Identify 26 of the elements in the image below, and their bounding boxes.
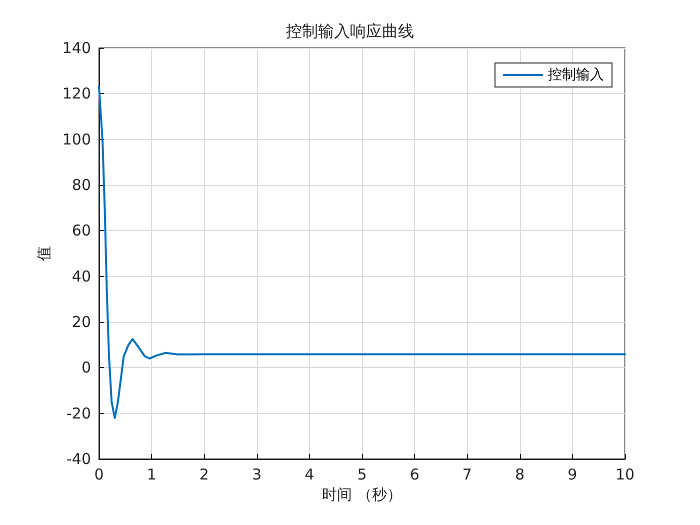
x-tick-label: 2 bbox=[199, 466, 209, 484]
x-tick-label: 7 bbox=[462, 466, 472, 484]
line-series bbox=[98, 86, 626, 419]
x-tick-label: 9 bbox=[568, 466, 578, 484]
y-tick-label: 140 bbox=[62, 39, 91, 57]
x-tick-label: 6 bbox=[410, 466, 420, 484]
chart-title: 控制输入响应曲线 bbox=[286, 22, 414, 40]
x-tick-label: 5 bbox=[357, 466, 367, 484]
x-tick-label: 3 bbox=[252, 466, 262, 484]
y-tick-label: 40 bbox=[72, 267, 91, 286]
y-tick-label: 20 bbox=[72, 313, 91, 331]
y-tick-label: 120 bbox=[62, 84, 91, 103]
y-tick-label: -20 bbox=[66, 404, 91, 422]
y-axis-title: 值 bbox=[34, 246, 53, 261]
x-axis-title: 时间 （秒） bbox=[322, 486, 402, 504]
x-tick-label: 4 bbox=[304, 466, 314, 484]
x-tick-label: 10 bbox=[615, 466, 635, 484]
x-tick-label: 8 bbox=[515, 466, 525, 484]
y-tick-label: 0 bbox=[81, 358, 91, 377]
y-tick-label: 100 bbox=[62, 130, 91, 148]
legend-label: 控制输入 bbox=[548, 67, 604, 83]
x-tick-label: 1 bbox=[146, 466, 156, 484]
y-tick-label: 80 bbox=[72, 176, 91, 194]
y-tick-label: 60 bbox=[72, 222, 91, 240]
y-tick-label: -40 bbox=[66, 450, 91, 468]
x-tick-label: 0 bbox=[94, 466, 104, 484]
